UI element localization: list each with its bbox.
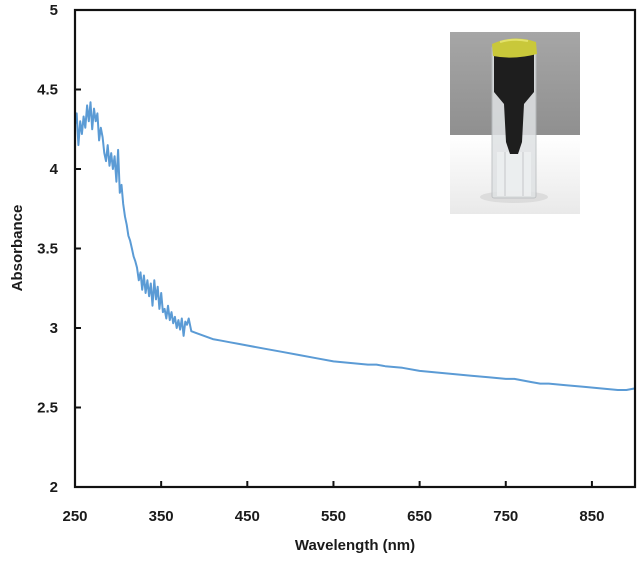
x-axis-title: Wavelength (nm) <box>295 537 415 554</box>
x-tick-label: 450 <box>235 508 260 525</box>
y-axis-title: Absorbance <box>9 205 26 292</box>
y-tick-label: 3 <box>50 320 58 337</box>
x-tick-label: 350 <box>149 508 174 525</box>
absorbance-line <box>74 101 636 391</box>
y-tick-label: 4 <box>50 161 59 178</box>
y-tick-label: 4.5 <box>37 82 58 99</box>
y-tick-label: 5 <box>50 2 58 19</box>
x-tick-label: 250 <box>62 508 87 525</box>
cuvette-inset-photo <box>450 32 580 214</box>
x-tick-label: 550 <box>321 508 346 525</box>
y-tick-label: 2 <box>50 479 58 496</box>
x-axis-ticks: 250 350 450 550 650 750 850 <box>62 481 604 525</box>
x-tick-label: 650 <box>407 508 432 525</box>
cuvette-photo-icon <box>450 32 580 214</box>
x-tick-label: 850 <box>579 508 604 525</box>
x-tick-label: 750 <box>493 508 518 525</box>
y-tick-label: 3.5 <box>37 241 58 258</box>
plot-frame <box>73 8 637 489</box>
y-tick-label: 2.5 <box>37 400 58 417</box>
